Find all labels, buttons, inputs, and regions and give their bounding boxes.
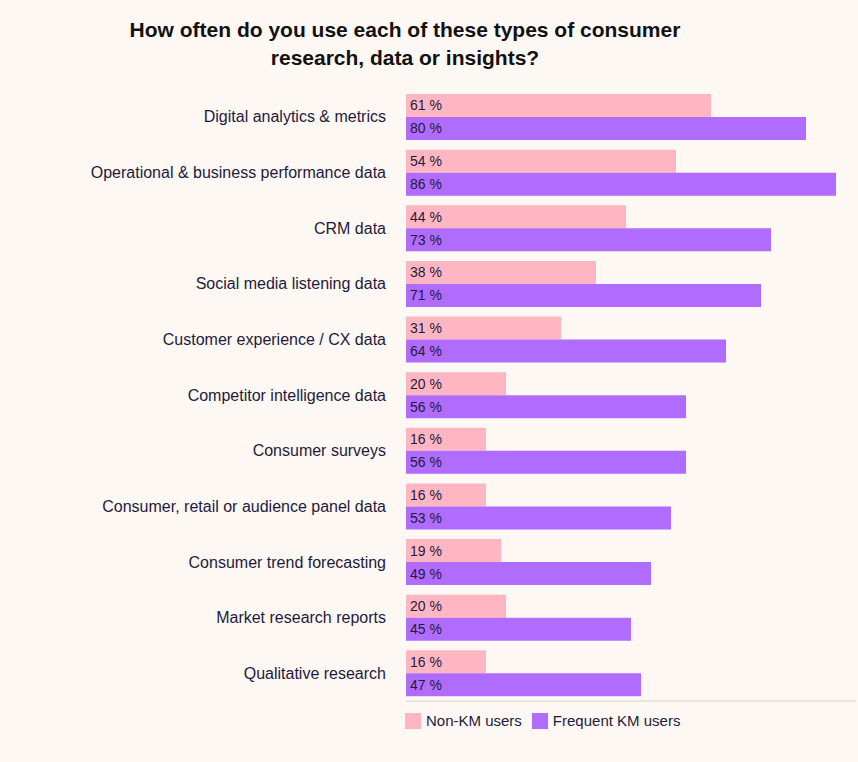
svg-text:54 %: 54 % [410, 153, 442, 169]
svg-text:45 %: 45 % [410, 621, 442, 637]
svg-text:20 %: 20 % [410, 598, 442, 614]
svg-text:CRM data: CRM data [314, 220, 386, 237]
svg-text:47 %: 47 % [410, 677, 442, 693]
svg-text:Operational & business perform: Operational & business performance data [91, 164, 386, 181]
svg-text:Customer experience / CX data: Customer experience / CX data [163, 331, 386, 348]
svg-text:Consumer trend forecasting: Consumer trend forecasting [189, 554, 386, 571]
svg-text:Consumer, retail or audience p: Consumer, retail or audience panel data [102, 498, 386, 515]
html-text:Frequent KM users: Frequent KM users [552, 712, 681, 729]
svg-text:Social media listening data: Social media listening data [196, 275, 386, 292]
svg-text:38 %: 38 % [410, 264, 442, 280]
svg-text:19 %: 19 % [410, 543, 442, 559]
svg-text:16 %: 16 % [410, 487, 442, 503]
svg-text:71 %: 71 % [410, 287, 442, 303]
svg-text:73 %: 73 % [410, 232, 442, 248]
svg-text:61 %: 61 % [410, 97, 442, 113]
svg-text:Qualitative research: Qualitative research [244, 665, 386, 682]
svg-text:Digital analytics & metrics: Digital analytics & metrics [204, 108, 386, 125]
svg-text:16 %: 16 % [410, 654, 442, 670]
svg-text:56 %: 56 % [410, 454, 442, 470]
svg-text:86 %: 86 % [410, 176, 442, 192]
svg-text:16 %: 16 % [410, 431, 442, 447]
svg-text:44 %: 44 % [410, 209, 442, 225]
svg-text:64 %: 64 % [410, 343, 442, 359]
svg-text:Competitor intelligence data: Competitor intelligence data [188, 387, 386, 404]
svg-text:Market research reports: Market research reports [216, 609, 386, 626]
svg-text:20 %: 20 % [410, 376, 442, 392]
html-text:How often do you use each of t: How often do you use each of these types… [129, 18, 681, 69]
svg-text:80 %: 80 % [410, 120, 442, 136]
svg-text:31 %: 31 % [410, 320, 442, 336]
svg-text:56 %: 56 % [410, 399, 442, 415]
svg-text:53 %: 53 % [410, 510, 442, 526]
svg-text:49 %: 49 % [410, 566, 442, 582]
html-text:Non-KM users: Non-KM users [426, 712, 522, 729]
svg-text:Consumer surveys: Consumer surveys [253, 442, 386, 459]
